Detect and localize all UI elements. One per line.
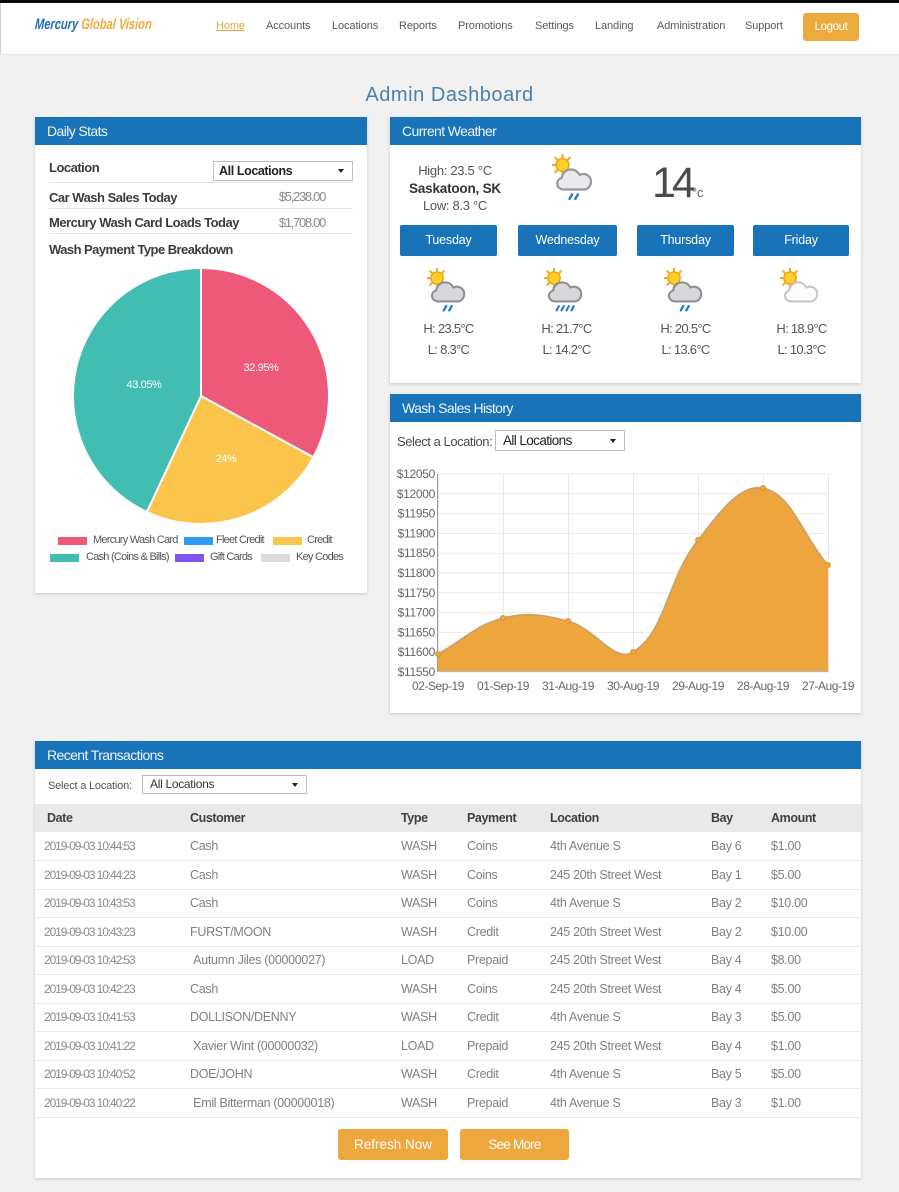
svg-text:28-Aug-19: 28-Aug-19 xyxy=(737,679,790,693)
svg-text:$12000: $12000 xyxy=(397,487,436,501)
svg-text:31-Aug-19: 31-Aug-19 xyxy=(542,679,595,693)
svg-text:24%: 24% xyxy=(216,453,237,465)
svg-text:$11900: $11900 xyxy=(398,526,436,540)
svg-text:$11750: $11750 xyxy=(398,586,436,600)
svg-text:27-Aug-19: 27-Aug-19 xyxy=(802,679,855,693)
svg-text:02-Sep-19: 02-Sep-19 xyxy=(412,679,465,693)
svg-text:$11950: $11950 xyxy=(398,507,436,521)
svg-text:30-Aug-19: 30-Aug-19 xyxy=(607,679,660,693)
svg-text:$11850: $11850 xyxy=(398,546,436,560)
svg-text:$12050: $12050 xyxy=(397,467,436,481)
svg-text:$11600: $11600 xyxy=(398,645,436,659)
svg-text:43.05%: 43.05% xyxy=(127,379,163,391)
svg-text:$11550: $11550 xyxy=(398,665,436,679)
svg-text:01-Sep-19: 01-Sep-19 xyxy=(477,679,530,693)
svg-text:32.95%: 32.95% xyxy=(244,362,280,374)
svg-text:$11650: $11650 xyxy=(398,625,436,639)
svg-text:$11800: $11800 xyxy=(398,566,436,580)
svg-text:29-Aug-19: 29-Aug-19 xyxy=(672,679,725,693)
svg-text:$11700: $11700 xyxy=(398,606,436,620)
